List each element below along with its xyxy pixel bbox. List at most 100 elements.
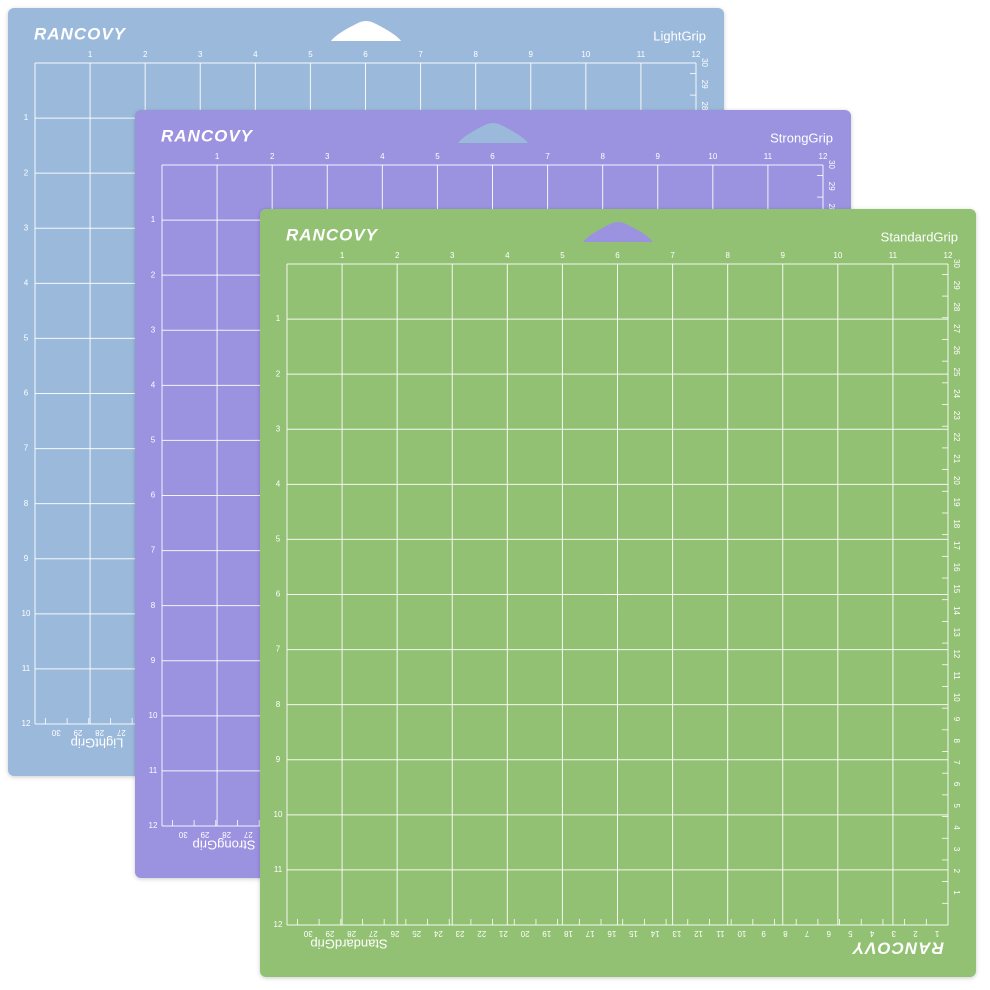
brand-logo: RANCOVY [34,24,127,43]
cm-label: 16 [607,929,616,938]
cm-label: 29 [325,929,334,938]
inch-label: 8 [151,601,156,610]
inch-label: 4 [24,278,29,287]
inch-label: 5 [151,436,156,445]
cm-label: 12 [952,649,961,658]
cm-label: 14 [952,606,961,615]
inch-label: 3 [198,50,203,59]
inch-label: 2 [395,251,400,260]
cm-label: 5 [952,803,961,808]
inch-label: 7 [545,152,550,161]
cm-label: 11 [952,671,961,680]
cm-label: 10 [952,693,961,702]
inch-label: 12 [692,50,701,59]
inch-label: 8 [473,50,478,59]
cm-label: 9 [761,929,766,938]
cm-label: 26 [390,929,399,938]
inch-label: 6 [490,152,495,161]
inch-label: 11 [274,865,283,874]
cm-label: 10 [737,929,746,938]
brand-logo-mirrored: RANCOVY [851,939,944,958]
cm-label: 9 [952,717,961,722]
grip-label: LightGrip [653,28,706,43]
cm-label: 30 [700,58,709,67]
cm-label: 19 [952,498,961,507]
grip-label-mirrored: StrongGrip [193,838,256,853]
inch-label: 2 [276,369,281,378]
cm-label: 17 [585,929,594,938]
cm-label: 29 [700,80,709,89]
cm-label: 22 [952,433,961,442]
cm-label: 2 [913,929,918,938]
cm-label: 15 [629,929,638,938]
cm-label: 21 [952,454,961,463]
cm-label: 2 [952,869,961,874]
cm-label: 25 [952,368,961,377]
inch-label: 2 [270,152,275,161]
hanger-tab [458,123,528,143]
cm-label: 20 [952,476,961,485]
cm-label: 28 [952,302,961,311]
inch-label: 10 [581,50,590,59]
cm-label: 20 [520,929,529,938]
inch-label: 7 [418,50,423,59]
cm-label: 4 [869,929,874,938]
inch-label: 2 [151,270,156,279]
inch-label: 10 [22,609,31,618]
inch-label: 11 [22,664,31,673]
cm-label: 30 [51,728,60,737]
inch-label: 6 [615,251,620,260]
cm-label: 1 [934,929,939,938]
cm-label: 16 [952,563,961,572]
cm-label: 23 [455,929,464,938]
inch-label: 9 [151,656,156,665]
cm-label: 28 [222,830,231,839]
inch-label: 11 [764,152,773,161]
inch-label: 5 [276,535,281,544]
inch-label: 10 [149,711,158,720]
cm-label: 14 [650,929,659,938]
cm-label: 22 [477,929,486,938]
cm-label: 24 [433,929,442,938]
inch-label: 4 [151,380,156,389]
cm-label: 3 [891,929,896,938]
cm-label: 28 [700,101,709,110]
inch-label: 6 [363,50,368,59]
hanger-tab [583,222,653,242]
inch-label: 1 [151,215,156,224]
cm-label: 26 [952,346,961,355]
inch-label: 3 [276,424,281,433]
cm-label: 27 [952,324,961,333]
inch-label: 9 [529,50,534,59]
cm-label: 27 [116,728,125,737]
inch-label: 12 [22,719,31,728]
cm-label: 6 [952,782,961,787]
cm-label: 15 [952,584,961,593]
inch-label: 6 [24,389,29,398]
cm-label: 25 [412,929,421,938]
inch-label: 9 [656,152,661,161]
brand-logo: RANCOVY [161,126,254,145]
inch-label: 8 [24,499,29,508]
inch-label: 11 [889,251,898,260]
cm-label: 30 [303,929,312,938]
hanger-tab [331,21,401,41]
cm-label: 24 [952,389,961,398]
cm-label: 21 [498,929,507,938]
cm-label: 29 [827,182,836,191]
cm-label: 1 [952,890,961,895]
inch-label: 5 [435,152,440,161]
inch-label: 7 [670,251,675,260]
inch-label: 9 [24,554,29,563]
cm-label: 30 [827,160,836,169]
inch-label: 10 [708,152,717,161]
inch-label: 5 [24,334,29,343]
inch-label: 3 [450,251,455,260]
inch-label: 7 [151,546,156,555]
inch-label: 12 [819,152,828,161]
inch-label: 8 [276,700,281,709]
cm-label: 30 [952,259,961,268]
inch-label: 2 [24,168,29,177]
inch-label: 1 [24,113,29,122]
cm-label: 29 [73,728,82,737]
